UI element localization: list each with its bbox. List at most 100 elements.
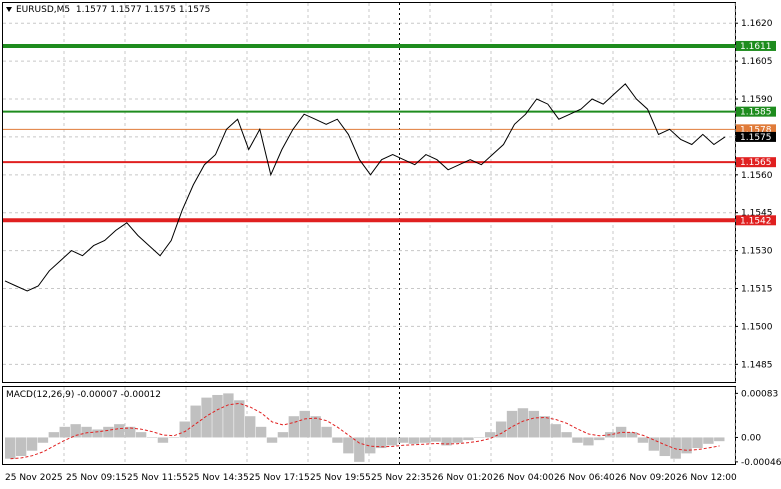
macd-histogram-bar: [245, 416, 256, 438]
macd-histogram-bar: [463, 437, 474, 441]
price-tick-label: 1.1605: [741, 57, 773, 67]
macd-histogram-bar: [212, 394, 223, 438]
price-badge-label: 1.1542: [740, 216, 772, 226]
macd-histogram-bar: [26, 437, 38, 451]
macd-histogram-bar: [583, 437, 594, 446]
macd-histogram-bar: [15, 437, 27, 457]
macd-histogram-bar: [430, 437, 441, 442]
macd-histogram-bar: [659, 437, 670, 457]
time-tick-label: 26 Nov 06:40: [554, 473, 615, 483]
macd-histogram-bar: [528, 410, 540, 438]
macd-histogram-bar: [146, 437, 158, 438]
macd-histogram-bar: [615, 426, 627, 438]
macd-histogram-bar: [135, 432, 147, 438]
time-tick-label: 25 Nov 22:35: [371, 473, 432, 483]
macd-histogram-bar: [103, 426, 114, 438]
macd-histogram-bar: [201, 397, 212, 438]
price-series-line: [4, 83, 726, 292]
time-tick-label: 25 Nov 09:15: [66, 473, 127, 483]
price-tick-label: 1.1500: [741, 322, 773, 332]
macd-histogram-bar: [637, 437, 649, 443]
macd-tick-label: -0.00046: [741, 458, 781, 468]
macd-histogram-bar: [92, 429, 103, 438]
macd-histogram-bar: [495, 421, 507, 438]
price-tick-label: 1.1620: [741, 19, 773, 29]
macd-histogram-bar: [670, 437, 681, 459]
macd-histogram-bar: [681, 437, 692, 454]
price-badge: [736, 124, 776, 135]
price-badge-label: 1.1585: [740, 108, 772, 118]
price-tick-label: 1.1515: [741, 285, 773, 295]
macd-histogram-bar: [561, 432, 572, 438]
price-badge: [736, 157, 776, 168]
macd-histogram-bar: [703, 437, 714, 444]
macd-histogram-bar: [288, 416, 300, 438]
macd-histogram-bar: [310, 416, 321, 438]
macd-histogram-bar: [114, 424, 125, 438]
macd-histogram-bar: [365, 437, 376, 454]
price-badge: [736, 215, 776, 226]
macd-histogram-bar: [332, 437, 343, 443]
time-tick-label: 25 Nov 17:15: [249, 473, 310, 483]
macd-histogram-bar: [168, 437, 180, 438]
macd-histogram-bar: [299, 410, 310, 438]
price-tick-label: 1.1485: [741, 360, 773, 370]
macd-histogram-bar: [190, 405, 201, 438]
macd-histogram-bar: [594, 437, 605, 441]
dropdown-triangle-icon[interactable]: [6, 7, 12, 12]
macd-histogram-bar: [386, 437, 398, 446]
macd-histogram-bar: [277, 432, 289, 438]
macd-histogram-bar: [234, 400, 245, 438]
price-tick-label: 1.1560: [741, 171, 773, 181]
macd-histogram-bar: [157, 437, 169, 443]
price-tick-label: 1.1590: [741, 95, 773, 105]
macd-histogram-bar: [375, 437, 387, 449]
macd-histogram-bar: [48, 432, 60, 438]
macd-histogram-bar: [81, 426, 92, 438]
time-tick-label: 25 Nov 2025: [5, 473, 63, 483]
price-badge: [736, 40, 776, 51]
price-badge-label: 1.1575: [740, 133, 772, 143]
symbol-header: EURUSD,M5 1.1577 1.1577 1.1575 1.1575: [6, 5, 210, 15]
macd-histogram-bar: [714, 437, 725, 442]
macd-histogram-bar: [572, 437, 583, 443]
macd-tick-label: 0.00: [741, 433, 761, 443]
macd-histogram-bar: [266, 437, 278, 443]
macd-histogram-bar: [37, 437, 49, 443]
price-badge-label: 1.1565: [740, 158, 772, 168]
macd-histogram-bar: [539, 416, 550, 438]
macd-label: MACD(12,26,9) -0.00007 -0.00012: [6, 390, 162, 400]
symbol-label: EURUSD,M5: [16, 5, 71, 15]
time-tick-label: 25 Nov 11:55: [127, 473, 188, 483]
macd-histogram-bar: [59, 426, 70, 438]
macd-tick-label: 0.00083: [741, 389, 778, 399]
macd-histogram-bar: [125, 426, 136, 438]
macd-histogram-bar: [354, 437, 365, 462]
macd-histogram-bar: [441, 437, 452, 446]
price-badge: [736, 131, 776, 142]
macd-histogram-bar: [419, 437, 430, 443]
price-tick-label: 1.1545: [741, 209, 773, 219]
macd-histogram-bar: [692, 437, 703, 449]
macd-histogram-bar: [343, 437, 354, 454]
time-tick-label: 26 Nov 01:20: [432, 473, 493, 483]
time-tick-label: 25 Nov 19:55: [310, 473, 371, 483]
price-tick-label: 1.1530: [741, 247, 773, 257]
macd-histogram-bar: [452, 437, 463, 443]
macd-histogram-bar: [474, 437, 485, 438]
macd-histogram-bar: [5, 437, 16, 459]
macd-histogram-bar: [550, 424, 561, 438]
macd-histogram-bar: [408, 437, 420, 444]
macd-histogram-bar: [223, 393, 234, 438]
price-badge-label: 1.1611: [740, 42, 772, 52]
macd-histogram-bar: [626, 432, 638, 438]
time-tick-label: 25 Nov 14:35: [188, 473, 249, 483]
macd-histogram-bar: [485, 432, 496, 438]
macd-histogram-bar: [506, 410, 518, 438]
time-tick-label: 26 Nov 04:00: [493, 473, 554, 483]
time-tick-label: 26 Nov 09:20: [615, 473, 676, 483]
macd-histogram-bar: [648, 437, 660, 451]
price-badge: [736, 106, 776, 117]
ohlc-values: 1.1577 1.1577 1.1575 1.1575: [75, 5, 211, 15]
